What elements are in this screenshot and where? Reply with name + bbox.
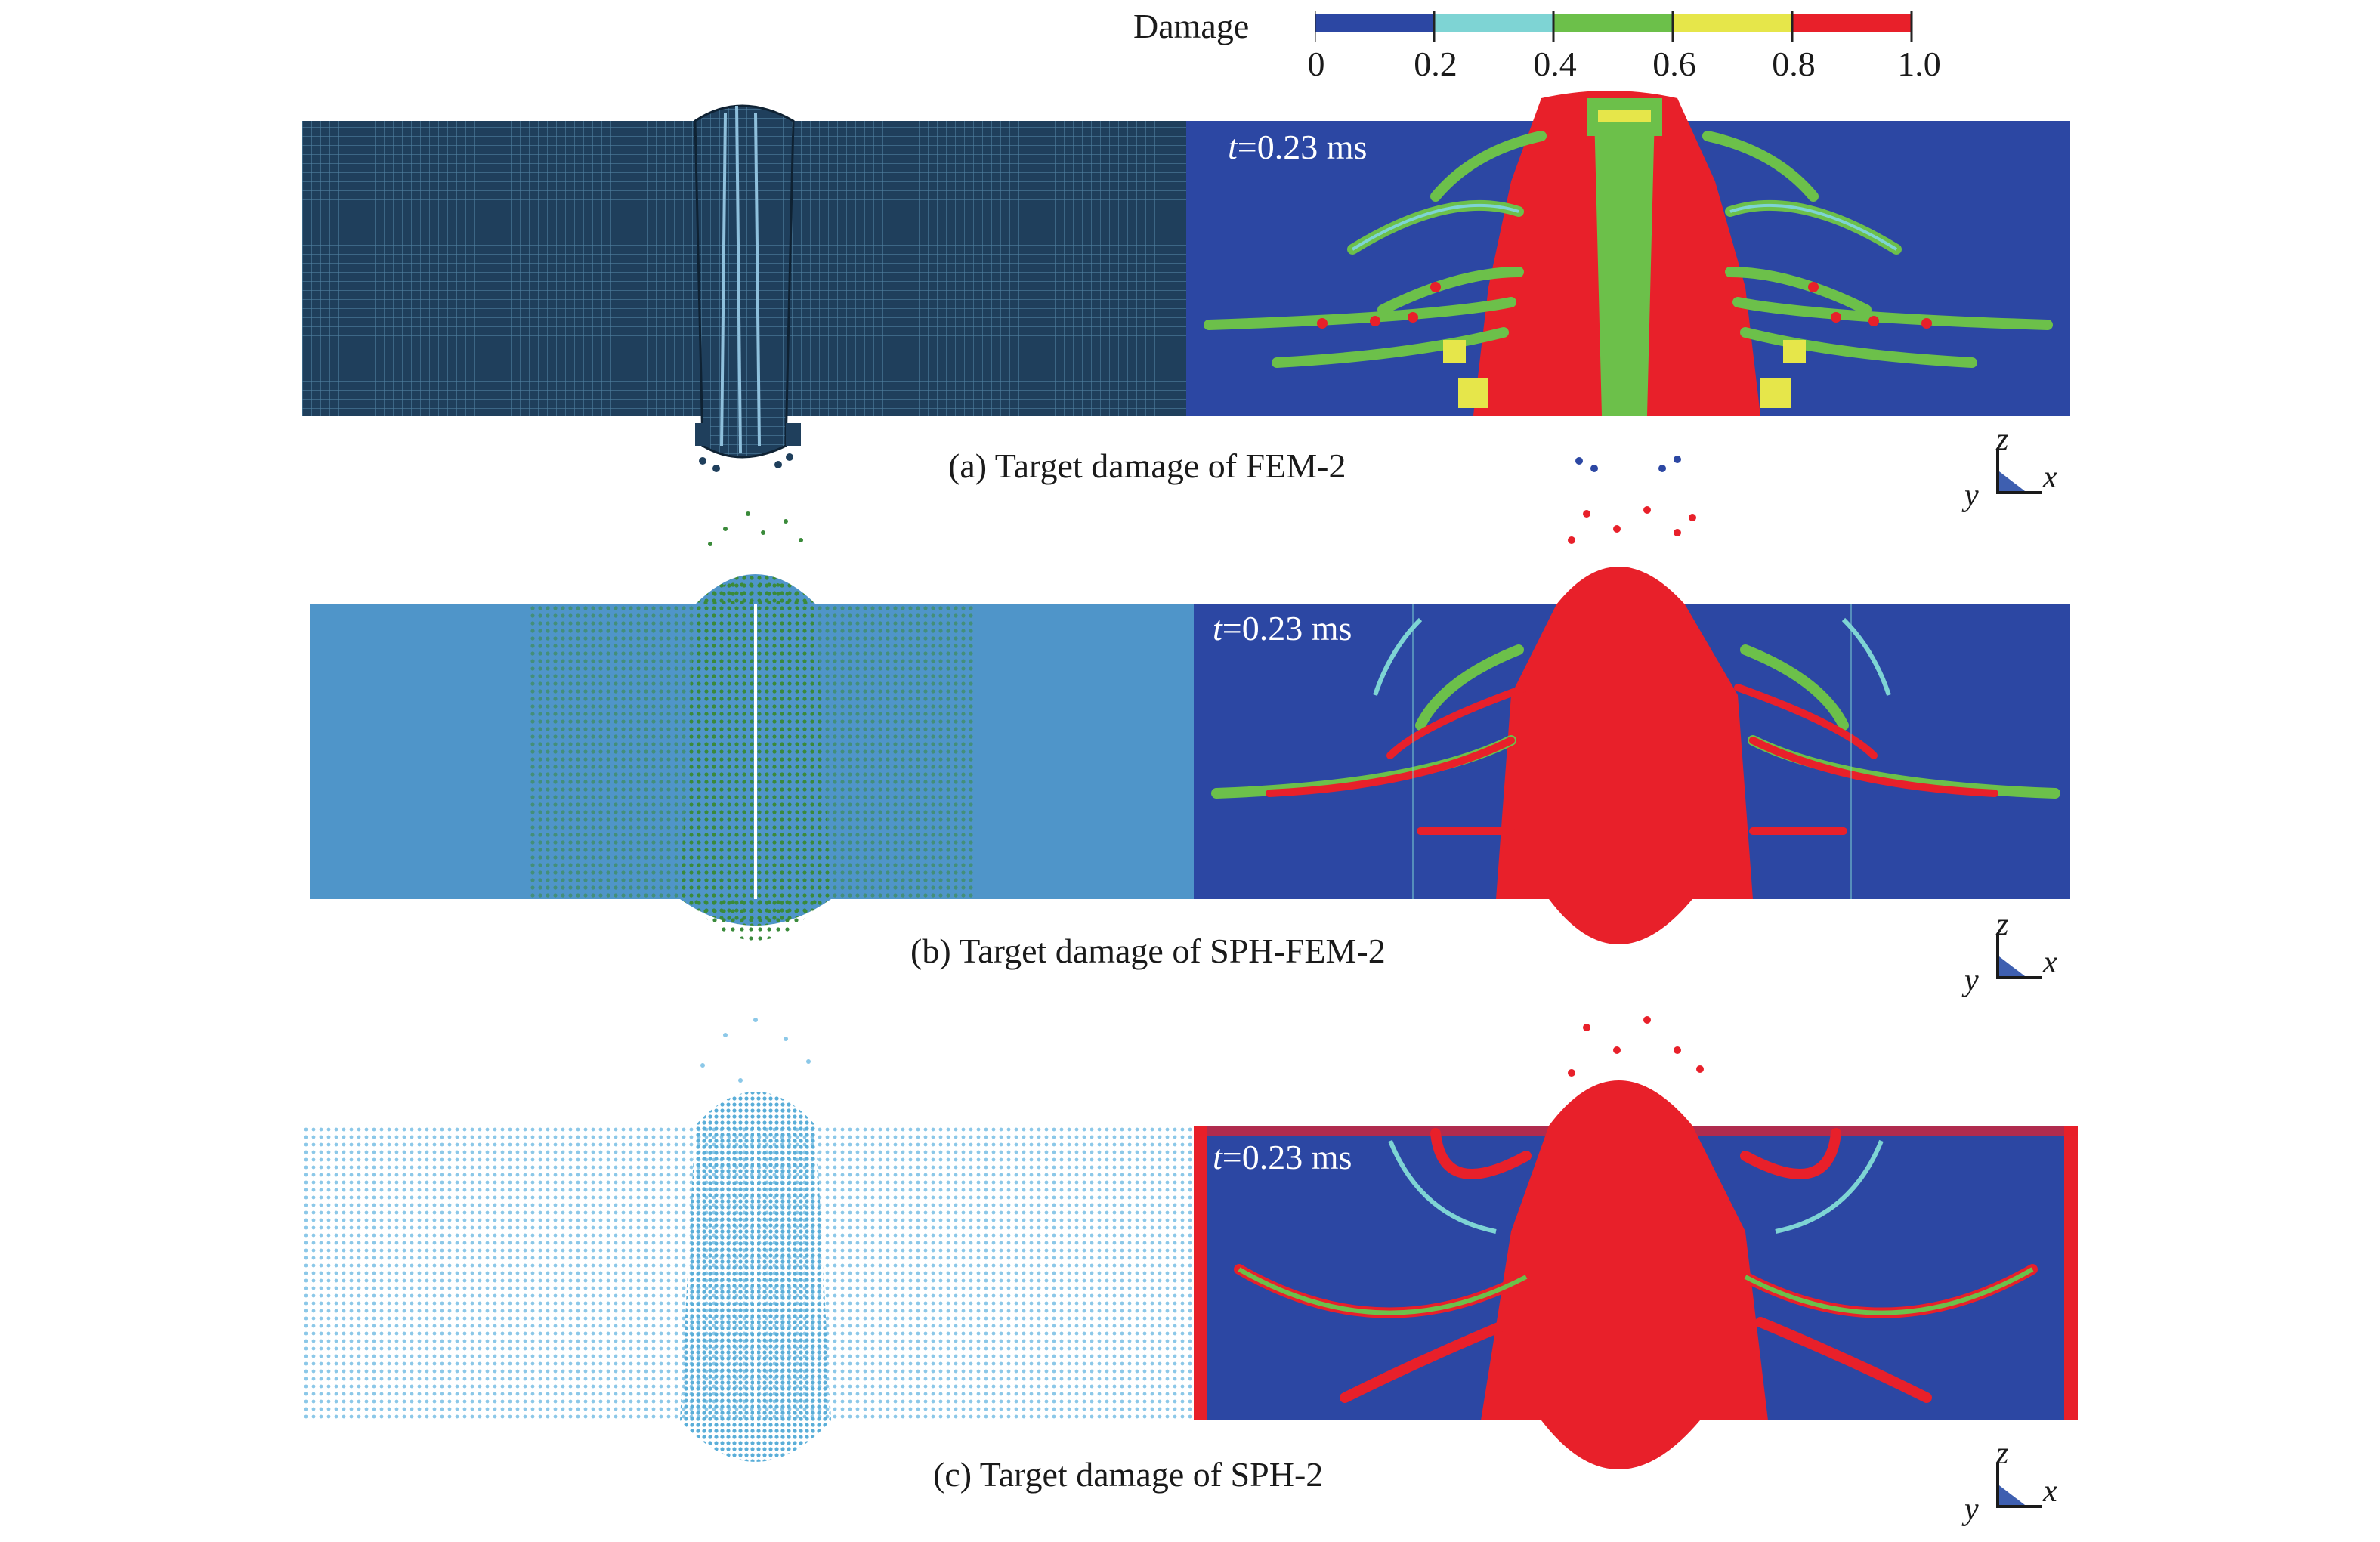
time-label-a: t=0.23 ms: [1228, 128, 1368, 166]
time-label-c: t=0.23 ms: [1213, 1138, 1352, 1176]
sph-particle-view: [302, 1018, 1194, 1462]
legend-tick: 0.6: [1652, 45, 1696, 83]
caption-a: (a) Target damage of FEM-2: [948, 447, 1346, 485]
axis-triad: z y x: [1964, 422, 2057, 513]
fem-damage-view: [1186, 91, 2070, 472]
legend-tick: 0.2: [1414, 45, 1457, 83]
caption-c: (c) Target damage of SPH-2: [933, 1455, 1324, 1494]
legend-tick: 1.0: [1897, 45, 1941, 83]
axis-triad: z y x: [1964, 907, 2057, 998]
legend-tick: 0.8: [1772, 45, 1816, 83]
caption-b: (b) Target damage of SPH-FEM-2: [910, 932, 1386, 970]
sph-damage-view: [1194, 1016, 2078, 1469]
axis-triad: z y x: [1964, 1436, 2057, 1527]
legend-title: Damage: [1133, 7, 1250, 45]
legend-tick: 0.4: [1533, 45, 1577, 83]
damage-colorbar: [1315, 11, 1913, 42]
legend-tick: 0: [1307, 45, 1325, 83]
time-label-b: t=0.23 ms: [1213, 609, 1352, 647]
fem-mesh-view: [302, 104, 1186, 472]
sph-fem-particle-view: [310, 511, 1194, 941]
sph-fem-damage-view: [1194, 506, 2070, 944]
